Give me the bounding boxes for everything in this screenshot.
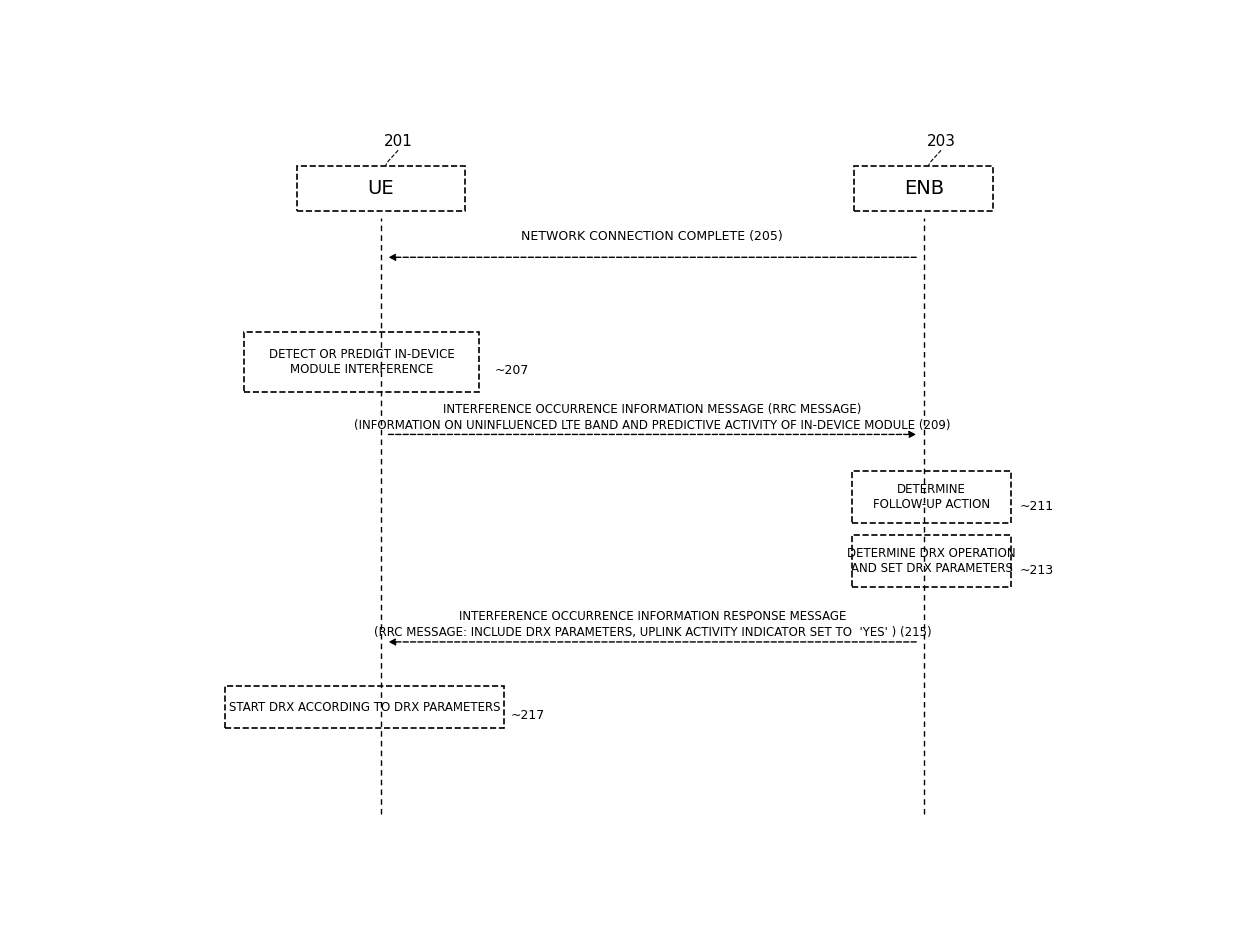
Text: (INFORMATION ON UNINFLUENCED LTE BAND AND PREDICTIVE ACTIVITY OF IN-DEVICE MODUL: (INFORMATION ON UNINFLUENCED LTE BAND AN… <box>355 419 951 432</box>
Text: INTERFERENCE OCCURRENCE INFORMATION RESPONSE MESSAGE: INTERFERENCE OCCURRENCE INFORMATION RESP… <box>459 610 846 623</box>
Bar <box>226 686 503 728</box>
Text: ~217: ~217 <box>511 709 544 722</box>
Text: INTERFERENCE OCCURRENCE INFORMATION MESSAGE (RRC MESSAGE): INTERFERENCE OCCURRENCE INFORMATION MESS… <box>443 403 862 416</box>
Text: 203: 203 <box>926 134 956 149</box>
Bar <box>852 535 1011 587</box>
Text: NETWORK CONNECTION COMPLETE (205): NETWORK CONNECTION COMPLETE (205) <box>522 230 784 243</box>
Bar <box>852 471 1011 523</box>
Bar <box>244 332 480 392</box>
Text: DETERMINE DRX OPERATION
AND SET DRX PARAMETERS: DETERMINE DRX OPERATION AND SET DRX PARA… <box>847 546 1016 575</box>
Text: 201: 201 <box>383 134 413 149</box>
Text: (RRC MESSAGE: INCLUDE DRX PARAMETERS, UPLINK ACTIVITY INDICATOR SET TO  'YES' ) : (RRC MESSAGE: INCLUDE DRX PARAMETERS, UP… <box>373 626 931 639</box>
Text: ~207: ~207 <box>495 364 528 377</box>
Bar <box>854 166 993 211</box>
Text: START DRX ACCORDING TO DRX PARAMETERS: START DRX ACCORDING TO DRX PARAMETERS <box>228 700 500 714</box>
Text: DETECT OR PREDICT IN-DEVICE
MODULE INTERFERENCE: DETECT OR PREDICT IN-DEVICE MODULE INTER… <box>269 348 455 377</box>
Bar <box>296 166 465 211</box>
Text: ~211: ~211 <box>1019 500 1054 514</box>
Text: ~213: ~213 <box>1019 563 1054 577</box>
Text: DETERMINE
FOLLOW-UP ACTION: DETERMINE FOLLOW-UP ACTION <box>873 484 990 512</box>
Text: ENB: ENB <box>904 179 944 198</box>
Text: UE: UE <box>367 179 394 198</box>
